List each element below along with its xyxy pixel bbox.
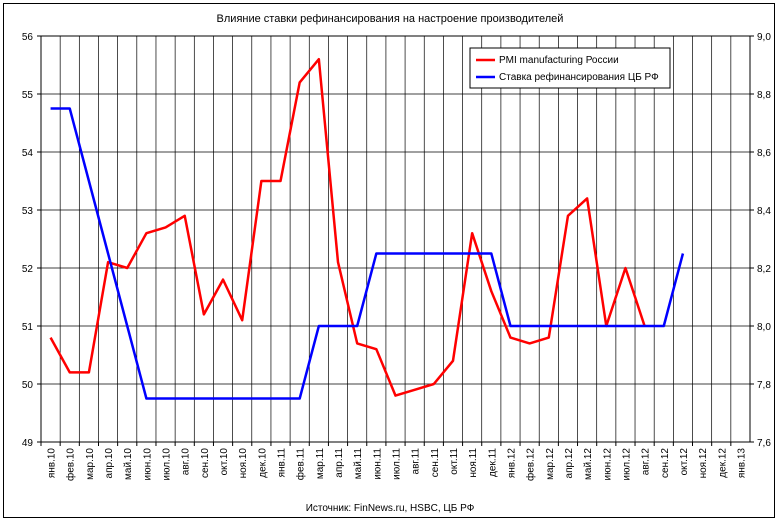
x-tick-label: июл.12	[621, 448, 632, 481]
x-tick-label: фев.12	[525, 448, 537, 481]
y-left-tick-label: 55	[22, 90, 34, 101]
x-tick-label: мар.12	[545, 448, 556, 480]
y-left-tick-label: 54	[22, 148, 34, 159]
series-layer	[49, 57, 685, 400]
series-line-rate	[50, 107, 685, 400]
x-tick-label: авг.11	[411, 448, 422, 475]
x-tick-label: июл.10	[162, 448, 173, 481]
x-tick-label: ноя.12	[698, 448, 709, 479]
x-tick-label: июн.11	[372, 448, 383, 480]
y-right-tick-label: 8,0	[757, 322, 771, 333]
x-tick-label: фев.10	[65, 448, 77, 481]
x-tick-label: фев.11	[295, 448, 307, 481]
x-tick-label: июн.10	[142, 448, 153, 481]
y-left-tick-label: 51	[22, 322, 34, 333]
chart-frame: Влияние ставки рефинансирования на настр…	[3, 3, 775, 518]
x-tick-label: мар.10	[85, 448, 96, 480]
y-left-tick-label: 56	[22, 32, 34, 43]
source-note: Источник: FinNews.ru, HSBC, ЦБ РФ	[306, 503, 475, 514]
x-tick-label: янв.12	[506, 448, 517, 479]
y-left-tick-label: 49	[22, 438, 34, 449]
x-tick-label: дек.10	[257, 448, 268, 478]
series-line-pmi	[49, 57, 646, 397]
chart-title: Влияние ставки рефинансирования на настр…	[217, 13, 564, 25]
chart: Влияние ставки рефинансирования на настр…	[22, 13, 771, 514]
y-left-tick-label: 53	[22, 206, 34, 217]
x-tick-label: окт.12	[679, 448, 690, 476]
plot-area	[41, 36, 750, 442]
x-tick-label: мар.11	[315, 448, 326, 480]
x-tick-label: апр.11	[334, 448, 345, 478]
axes: 49 50 51 52 53 54 55 56 7,6 7,8 8,0 8,2 8,4 8,6 8,8 9,0…	[22, 32, 771, 481]
x-tick-label: окт.10	[219, 448, 230, 476]
y-right-tick-label: 8,6	[757, 148, 771, 159]
x-tick-label: дек.12	[717, 448, 728, 478]
x-tick-label: янв.10	[47, 448, 58, 479]
x-tick-label: апр.10	[104, 448, 115, 479]
legend-label-rate: Ставка рефинансирования ЦБ РФ	[499, 71, 659, 83]
x-tick-label: авг.10	[181, 448, 192, 476]
x-tick-label: июн.12	[602, 448, 613, 481]
x-tick-label: янв.11	[277, 448, 288, 478]
x-tick-label: май.10	[123, 448, 134, 480]
legend: PMI manufacturing России Ставка рефинанс…	[469, 47, 671, 89]
y-left-tick-label: 52	[22, 264, 34, 275]
x-tick-label: ноя.10	[238, 448, 249, 479]
x-tick-label: сен.12	[660, 448, 671, 478]
y-right-tick-label: 8,2	[757, 264, 771, 275]
y-right-tick-label: 7,6	[757, 438, 771, 449]
x-tick-label: авг.12	[641, 448, 652, 476]
grid	[41, 35, 750, 443]
y-right-tick-label: 9,0	[757, 32, 771, 43]
legend-label-pmi: PMI manufacturing России	[499, 55, 619, 66]
plot-border	[40, 35, 751, 443]
legend-box	[469, 47, 671, 89]
x-tick-label: окт.11	[449, 448, 460, 475]
x-tick-label: дек.11	[487, 448, 498, 477]
x-tick-label: май.11	[353, 448, 364, 480]
y-right-tick-label: 7,8	[757, 380, 771, 391]
x-tick-label: сен.10	[200, 448, 211, 478]
x-tick-label: ноя.11	[468, 448, 479, 478]
y-right-tick-label: 8,4	[757, 206, 771, 217]
x-tick-label: сен.11	[430, 448, 441, 478]
x-tick-label: июл.11	[392, 448, 403, 480]
y-right-tick-label: 8,8	[757, 90, 771, 101]
x-tick-label: янв.13	[736, 448, 747, 479]
x-tick-label: апр.12	[564, 448, 575, 479]
y-left-tick-label: 50	[22, 380, 34, 391]
x-tick-label: май.12	[583, 448, 594, 480]
